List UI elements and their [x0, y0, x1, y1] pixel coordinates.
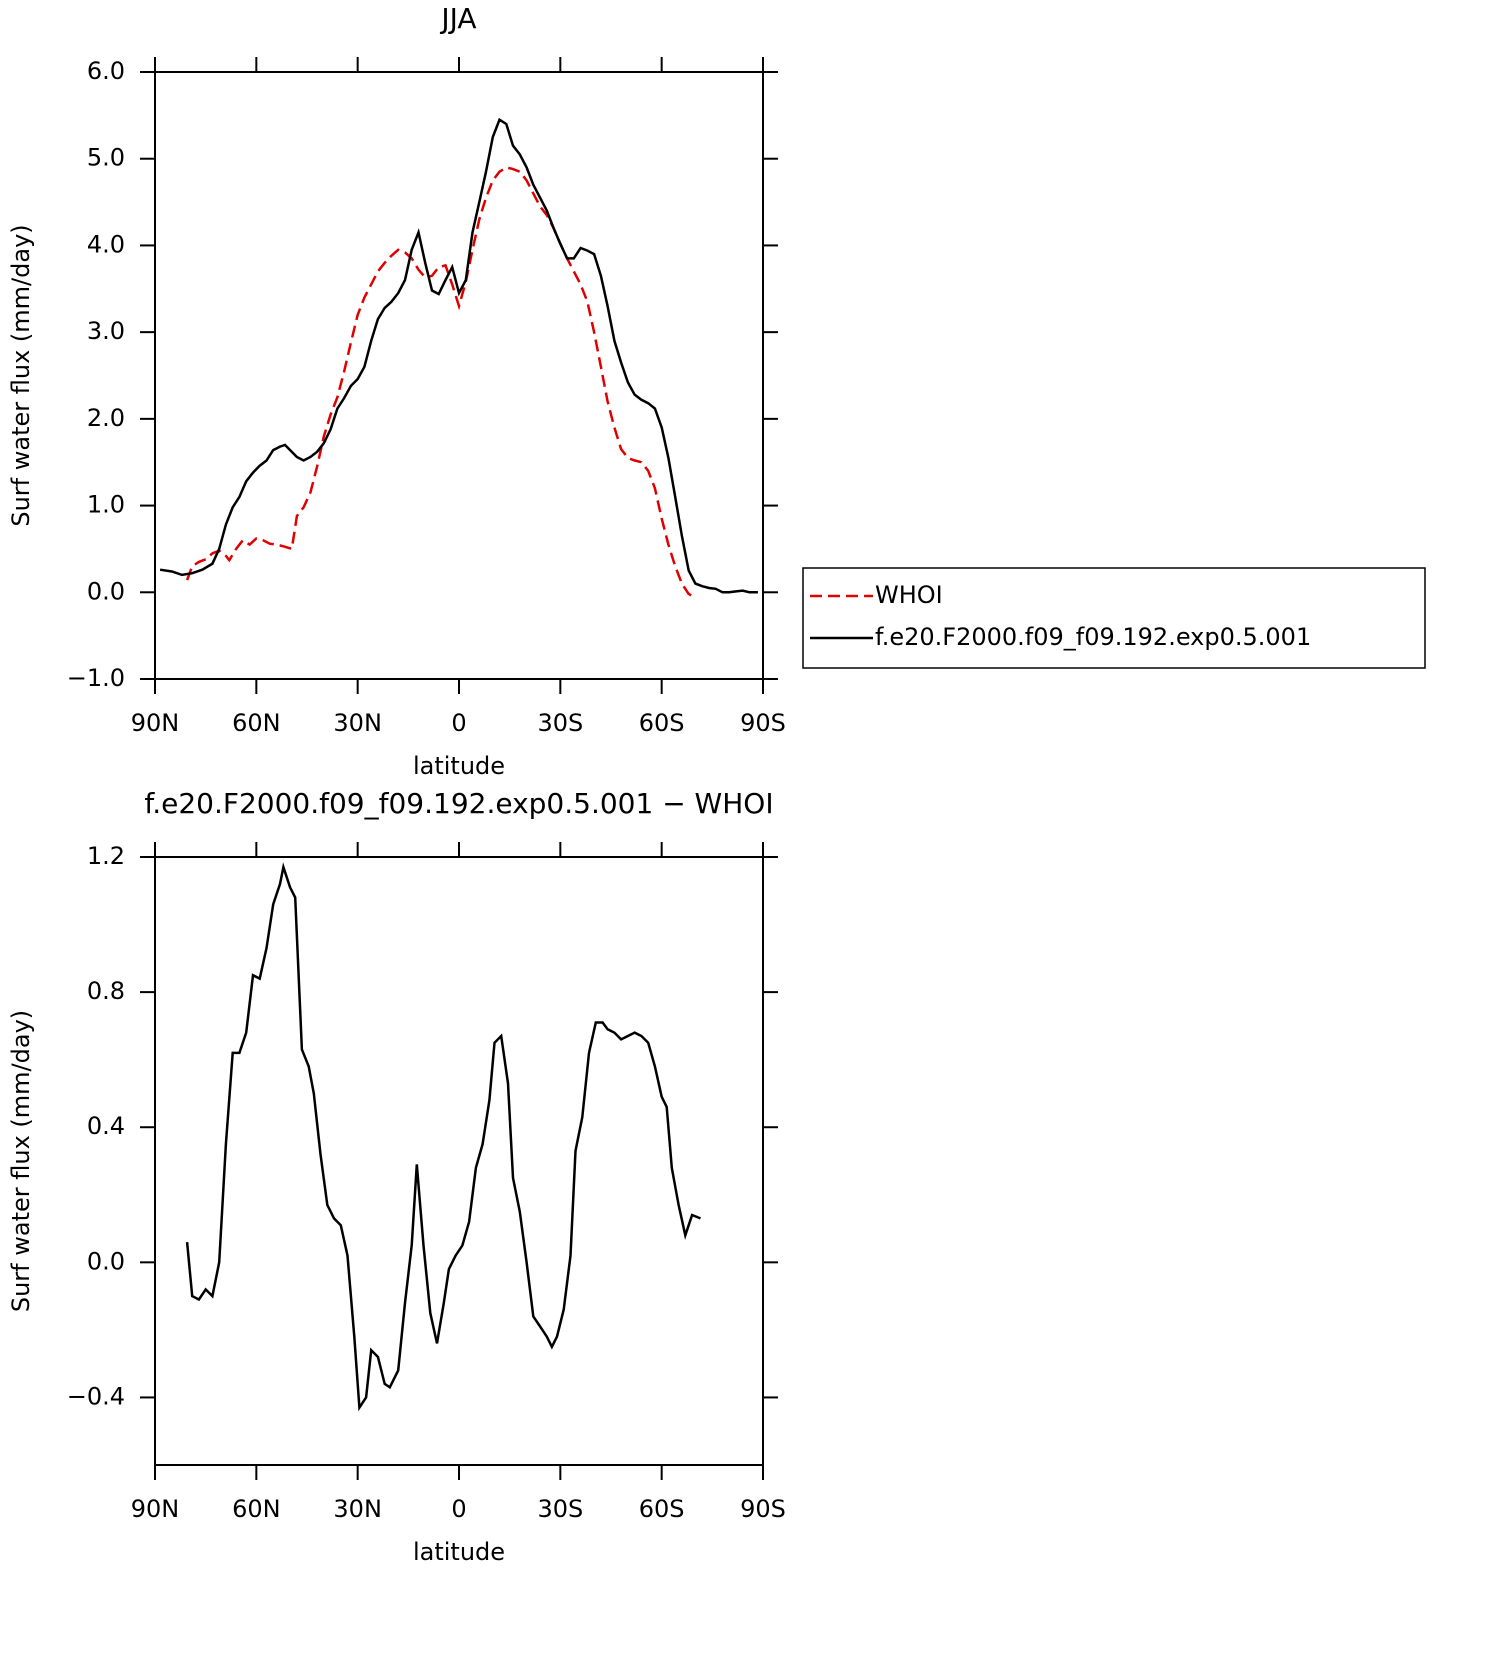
data-line: [185, 862, 701, 1412]
x-axis-label: latitude: [413, 1538, 505, 1566]
x-tick-label: 90N: [131, 709, 180, 737]
x-tick-label: 0: [451, 709, 466, 737]
y-tick-label: 1.2: [87, 842, 125, 870]
data-line: [185, 166, 696, 599]
y-tick-label: 3.0: [87, 317, 125, 345]
legend-box: [802, 567, 1426, 669]
x-tick-label: 90N: [131, 1495, 180, 1523]
y-tick-label: 5.0: [87, 144, 125, 172]
y-tick-label: −1.0: [67, 664, 125, 692]
y-tick-label: 0.8: [87, 977, 125, 1005]
x-tick-label: 60N: [232, 709, 281, 737]
y-tick-label: 1.0: [87, 491, 125, 519]
x-axis-label: latitude: [413, 752, 505, 780]
y-tick-label: −0.4: [67, 1382, 125, 1410]
x-tick-label: 30N: [333, 1495, 382, 1523]
x-tick-label: 60S: [639, 1495, 685, 1523]
x-tick-label: 0: [451, 1495, 466, 1523]
x-tick-label: 30S: [537, 709, 583, 737]
x-tick-label: 90S: [740, 1495, 786, 1523]
data-line: [159, 117, 758, 594]
y-tick-label: 0.4: [87, 1112, 125, 1140]
y-axis-label: Surf water flux (mm/day): [7, 224, 35, 526]
y-axis-label: Surf water flux (mm/day): [7, 1010, 35, 1312]
y-tick-label: 6.0: [87, 57, 125, 85]
legend-label: WHOI: [875, 581, 943, 609]
x-tick-label: 30N: [333, 709, 382, 737]
chart-title: f.e20.F2000.f09_f09.192.exp0.5.001 − WHO…: [144, 787, 773, 820]
y-tick-label: 0.0: [87, 577, 125, 605]
y-tick-label: 0.0: [87, 1247, 125, 1275]
y-tick-label: 4.0: [87, 230, 125, 258]
plot-frame: [154, 71, 764, 680]
x-tick-label: 30S: [537, 1495, 583, 1523]
chart-title: JJA: [439, 2, 476, 35]
x-tick-label: 60S: [639, 709, 685, 737]
legend-label: f.e20.F2000.f09_f09.192.exp0.5.001: [875, 623, 1311, 651]
y-tick-label: 2.0: [87, 404, 125, 432]
x-tick-label: 90S: [740, 709, 786, 737]
x-tick-label: 60N: [232, 1495, 281, 1523]
